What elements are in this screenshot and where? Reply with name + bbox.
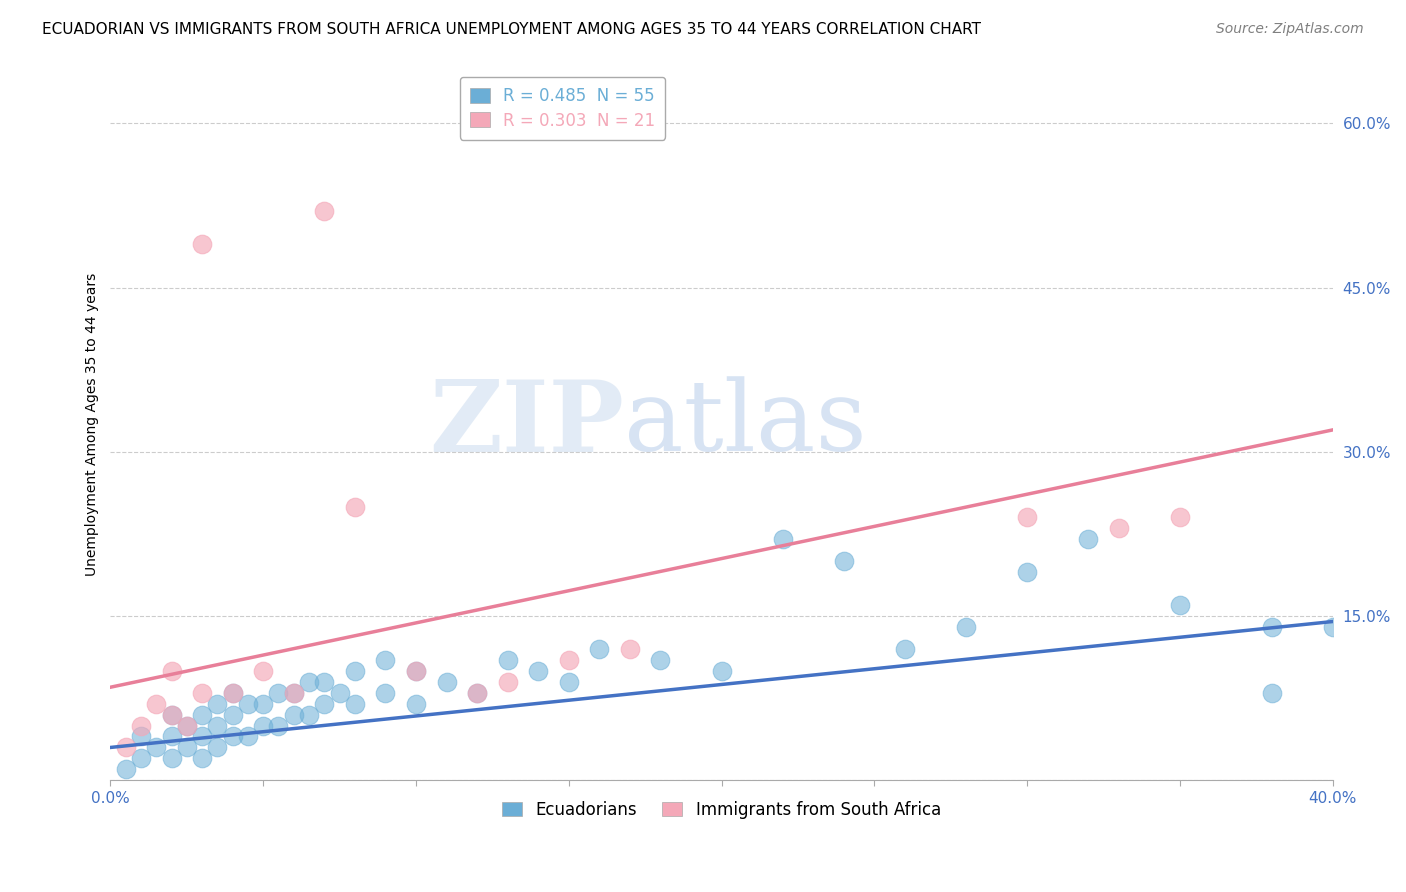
Point — [191, 707, 214, 722]
Point — [1322, 620, 1344, 634]
Point — [160, 664, 183, 678]
Point — [298, 707, 321, 722]
Point — [129, 730, 152, 744]
Point — [527, 664, 550, 678]
Text: atlas: atlas — [624, 376, 866, 472]
Point — [329, 686, 352, 700]
Point — [283, 686, 305, 700]
Point — [619, 641, 641, 656]
Point — [283, 707, 305, 722]
Point — [221, 686, 243, 700]
Point — [1077, 533, 1099, 547]
Point — [405, 664, 427, 678]
Text: ZIP: ZIP — [429, 376, 624, 473]
Point — [129, 751, 152, 765]
Point — [496, 674, 519, 689]
Y-axis label: Unemployment Among Ages 35 to 44 years: Unemployment Among Ages 35 to 44 years — [86, 273, 100, 576]
Point — [1017, 566, 1039, 580]
Point — [374, 653, 396, 667]
Point — [436, 674, 458, 689]
Point — [1260, 620, 1282, 634]
Point — [191, 686, 214, 700]
Point — [405, 664, 427, 678]
Point — [176, 740, 198, 755]
Point — [191, 751, 214, 765]
Point — [176, 718, 198, 732]
Point — [221, 686, 243, 700]
Point — [496, 653, 519, 667]
Point — [1108, 521, 1130, 535]
Point — [114, 762, 136, 776]
Point — [374, 686, 396, 700]
Point — [955, 620, 977, 634]
Point — [465, 686, 488, 700]
Point — [558, 674, 581, 689]
Point — [1260, 686, 1282, 700]
Point — [1168, 598, 1191, 612]
Legend: Ecuadorians, Immigrants from South Africa: Ecuadorians, Immigrants from South Afric… — [496, 794, 948, 825]
Point — [176, 718, 198, 732]
Point — [772, 533, 794, 547]
Point — [145, 740, 167, 755]
Point — [1017, 510, 1039, 524]
Point — [160, 730, 183, 744]
Point — [465, 686, 488, 700]
Point — [267, 686, 290, 700]
Point — [236, 697, 259, 711]
Point — [207, 697, 229, 711]
Point — [343, 697, 366, 711]
Point — [343, 664, 366, 678]
Point — [650, 653, 672, 667]
Point — [207, 740, 229, 755]
Point — [129, 718, 152, 732]
Point — [160, 707, 183, 722]
Point — [221, 730, 243, 744]
Point — [314, 674, 336, 689]
Point — [588, 641, 610, 656]
Point — [405, 697, 427, 711]
Text: Source: ZipAtlas.com: Source: ZipAtlas.com — [1216, 22, 1364, 37]
Point — [145, 697, 167, 711]
Point — [558, 653, 581, 667]
Point — [267, 718, 290, 732]
Point — [191, 730, 214, 744]
Point — [236, 730, 259, 744]
Point — [207, 718, 229, 732]
Point — [160, 751, 183, 765]
Point — [298, 674, 321, 689]
Point — [252, 718, 274, 732]
Point — [160, 707, 183, 722]
Point — [343, 500, 366, 514]
Point — [221, 707, 243, 722]
Point — [314, 697, 336, 711]
Point — [252, 664, 274, 678]
Point — [114, 740, 136, 755]
Point — [283, 686, 305, 700]
Point — [314, 203, 336, 218]
Text: ECUADORIAN VS IMMIGRANTS FROM SOUTH AFRICA UNEMPLOYMENT AMONG AGES 35 TO 44 YEAR: ECUADORIAN VS IMMIGRANTS FROM SOUTH AFRI… — [42, 22, 981, 37]
Point — [894, 641, 917, 656]
Point — [252, 697, 274, 711]
Point — [710, 664, 733, 678]
Point — [191, 236, 214, 251]
Point — [1168, 510, 1191, 524]
Point — [832, 554, 855, 568]
